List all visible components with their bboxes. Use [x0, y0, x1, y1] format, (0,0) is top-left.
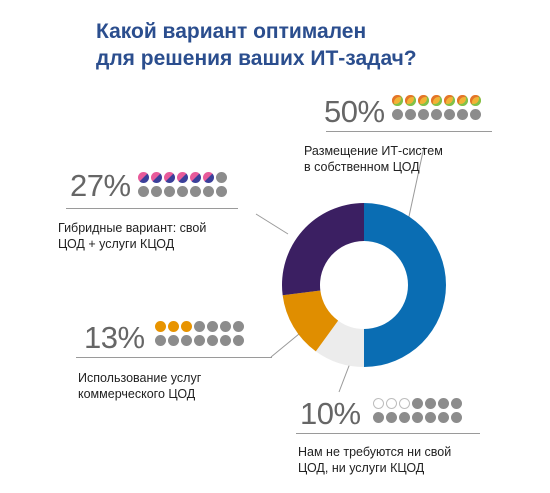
dot-empty — [470, 109, 481, 120]
pct-label-none: 10% — [300, 396, 361, 431]
leader-line-13 — [270, 333, 300, 358]
leader-line-50 — [407, 146, 425, 222]
dot-empty — [181, 335, 192, 346]
donut-slice-2 — [282, 290, 339, 352]
dot-empty — [194, 321, 205, 332]
dot-filled — [418, 95, 429, 106]
dot-filled — [181, 321, 192, 332]
dot-filled — [392, 95, 403, 106]
callout-rule-hybrid — [66, 208, 238, 209]
dot-empty — [425, 398, 436, 409]
donut-slice-0 — [364, 203, 446, 367]
dot-empty — [412, 412, 423, 423]
desc-none: Нам не требуются ни свой ЦОД, ни услуги … — [298, 444, 451, 476]
dot-empty — [412, 398, 423, 409]
dot-filled — [164, 172, 175, 183]
dot-empty — [168, 335, 179, 346]
desc-commercial-line-2: коммерческого ЦОД — [78, 387, 196, 401]
dot-empty — [418, 109, 429, 120]
dot-empty — [431, 109, 442, 120]
dot-empty — [451, 398, 462, 409]
dot-filled — [155, 321, 166, 332]
pct-label-hybrid: 27% — [70, 168, 131, 203]
dot-empty — [233, 321, 244, 332]
desc-none-line-1: Нам не требуются ни свой — [298, 445, 452, 459]
dot-empty — [155, 335, 166, 346]
dot-filled — [177, 172, 188, 183]
dot-empty — [451, 412, 462, 423]
desc-own-dc-line-2: в собственном ЦОД — [304, 160, 420, 174]
desc-hybrid-line-2: ЦОД + услуги КЦОД — [58, 237, 175, 251]
dot-empty — [220, 335, 231, 346]
leader-line-27 — [255, 213, 289, 235]
dot-empty — [438, 398, 449, 409]
dot-matrix-commercial — [155, 321, 244, 346]
desc-own-dc-line-1: Размещение ИТ-систем — [304, 144, 443, 158]
dot-empty — [194, 335, 205, 346]
dot-empty — [386, 412, 397, 423]
dot-empty — [392, 109, 403, 120]
dot-empty — [425, 412, 436, 423]
dot-empty — [207, 321, 218, 332]
dot-empty — [220, 321, 231, 332]
dot-filled — [470, 95, 481, 106]
dot-empty — [399, 412, 410, 423]
dot-filled — [373, 398, 384, 409]
donut-slice-1 — [315, 320, 364, 367]
dot-empty — [151, 186, 162, 197]
dot-filled — [151, 172, 162, 183]
dot-empty — [438, 412, 449, 423]
dot-filled — [399, 398, 410, 409]
desc-commercial-line-1: Использование услуг — [78, 371, 202, 385]
donut-slice-3 — [282, 203, 364, 296]
dot-filled — [457, 95, 468, 106]
dot-empty — [203, 186, 214, 197]
desc-none-line-2: ЦОД, ни услуги КЦОД — [298, 461, 425, 475]
dot-empty — [373, 412, 384, 423]
dot-empty — [233, 335, 244, 346]
desc-hybrid: Гибридные вариант: свой ЦОД + услуги КЦО… — [58, 220, 206, 252]
desc-commercial: Использование услуг коммерческого ЦОД — [78, 370, 201, 402]
dot-empty — [177, 186, 188, 197]
dot-filled — [386, 398, 397, 409]
donut-slices — [282, 203, 446, 367]
callout-rule-own-dc — [326, 131, 492, 132]
desc-own-dc: Размещение ИТ-систем в собственном ЦОД — [304, 143, 443, 175]
dot-empty — [164, 186, 175, 197]
dot-empty — [216, 172, 227, 183]
dot-filled — [405, 95, 416, 106]
dot-empty — [444, 109, 455, 120]
dot-filled — [190, 172, 201, 183]
dot-matrix-own-dc — [392, 95, 481, 120]
callout-rule-commercial — [76, 357, 272, 358]
dot-empty — [457, 109, 468, 120]
dot-empty — [216, 186, 227, 197]
dot-filled — [444, 95, 455, 106]
chart-title-line-2: для решения ваших ИТ-задач? — [96, 47, 417, 70]
dot-empty — [138, 186, 149, 197]
desc-hybrid-line-1: Гибридные вариант: свой — [58, 221, 207, 235]
dot-filled — [431, 95, 442, 106]
dot-matrix-none — [373, 398, 462, 423]
chart-title-line-1: Какой вариант оптимален — [96, 20, 367, 43]
chart-title: Какой вариант оптимален для решения ваши… — [96, 18, 417, 72]
dot-empty — [207, 335, 218, 346]
dot-empty — [405, 109, 416, 120]
dot-filled — [168, 321, 179, 332]
dot-filled — [203, 172, 214, 183]
pct-label-own-dc: 50% — [324, 94, 385, 129]
dot-matrix-hybrid — [138, 172, 227, 197]
dot-filled — [138, 172, 149, 183]
callout-rule-none — [296, 433, 480, 434]
pct-label-commercial: 13% — [84, 320, 145, 355]
dot-empty — [190, 186, 201, 197]
